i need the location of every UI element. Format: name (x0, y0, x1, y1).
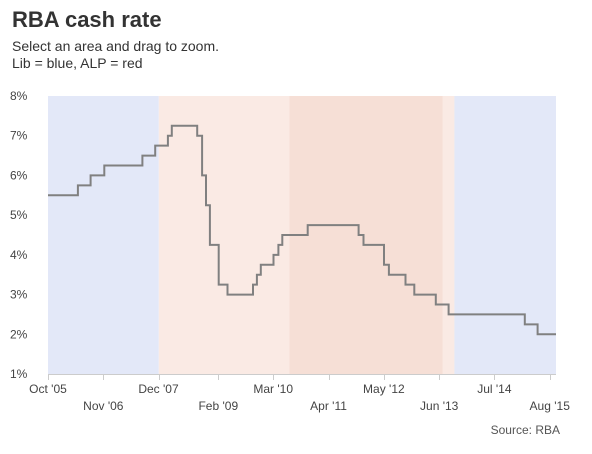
x-tick-label: Jun '13 (420, 399, 459, 413)
government-band-lib-0 (48, 96, 159, 374)
x-tick-label: Oct '05 (29, 382, 67, 396)
y-tick-label: 8% (10, 89, 28, 103)
x-tick-label: Jul '14 (477, 382, 512, 396)
chart-subtitle-line-1: Select an area and drag to zoom. (12, 38, 220, 54)
x-tick-label: Apr '11 (310, 399, 347, 413)
y-tick-label: 4% (10, 248, 28, 262)
government-band-alp-2 (289, 96, 443, 374)
y-tick-label: 7% (10, 129, 28, 143)
government-band-lib-4 (454, 96, 556, 374)
chart-source: Source: RBA (491, 423, 560, 437)
cash-rate-step-line (48, 124, 556, 336)
y-tick-label: 5% (10, 208, 28, 222)
y-tick-label: 6% (10, 168, 28, 182)
x-tick-label: Aug '15 (530, 399, 571, 413)
y-tick-label: 2% (10, 327, 28, 341)
x-tick-label: Nov '06 (83, 399, 124, 413)
x-tick-label: Feb '09 (198, 399, 238, 413)
y-tick-label: 3% (10, 288, 28, 302)
chart-title: RBA cash rate (12, 7, 162, 32)
y-tick-label: 1% (10, 367, 28, 381)
x-tick-label: May '12 (363, 382, 405, 396)
x-tick-label: Dec '07 (138, 382, 179, 396)
chart-subtitle-line-2: Lib = blue, ALP = red (12, 55, 143, 71)
x-tick-label: Mar '10 (253, 382, 293, 396)
government-band-alp-1 (158, 96, 290, 374)
government-band-alp-3 (442, 96, 455, 374)
